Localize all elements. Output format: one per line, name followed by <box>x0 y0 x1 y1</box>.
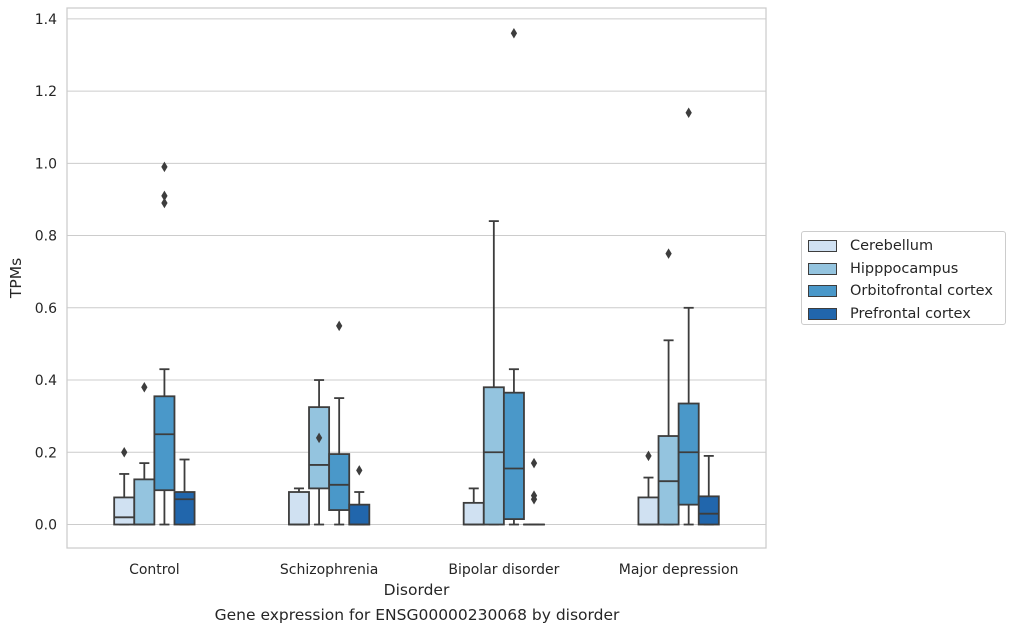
box-plot-chart: 0.0 0.2 0.4 0.6 0.8 1.0 1.2 1.4 Control Schizoph… <box>7 7 767 599</box>
box-prefrontal-cortex <box>697 454 720 526</box>
box-orbitofrontal-cortex <box>153 161 176 526</box>
outlier-point <box>121 447 128 458</box>
box-cerebellum <box>637 450 660 526</box>
y-axis-ticks: 0.0 0.2 0.4 0.6 0.8 1.0 1.2 1.4 <box>35 12 57 534</box>
box-body <box>173 491 196 526</box>
legend-label: Cerebellum <box>850 238 934 254</box>
box-body <box>502 391 525 521</box>
box-prefrontal-cortex <box>173 458 196 526</box>
outlier-point <box>336 320 343 332</box>
outlier-point <box>356 465 363 476</box>
box-body <box>657 435 680 526</box>
box-cerebellum <box>288 487 310 526</box>
box-body <box>288 491 310 526</box>
box-orbitofrontal-cortex <box>502 28 525 526</box>
y-axis-label: TPMs <box>7 258 25 299</box>
box-hipppocampus <box>308 379 331 526</box>
y-tick-label: 0.2 <box>35 445 57 461</box>
legend-swatch <box>808 285 837 297</box>
box-cerebellum <box>113 447 136 526</box>
box-hipppocampus <box>657 248 680 526</box>
outlier-point <box>530 457 538 469</box>
legend-item: Prefrontal cortex <box>808 305 971 323</box>
plot-area-frame <box>66 7 767 549</box>
outlier-point <box>141 382 148 393</box>
legend-label: Prefrontal cortex <box>850 305 971 322</box>
boxes <box>113 28 720 526</box>
y-tick-label: 0.8 <box>35 229 57 245</box>
gridlines <box>67 18 766 526</box>
box-orbitofrontal-cortex <box>328 320 351 526</box>
x-tick-label: Control <box>129 562 180 578</box>
legend-item: Hipppocampus <box>808 260 958 278</box>
outlier-point <box>685 107 692 118</box>
outlier-point <box>161 161 168 173</box>
box-body <box>637 496 660 526</box>
outlier-point <box>315 432 323 444</box>
box-orbitofrontal-cortex <box>677 107 700 526</box>
box-body <box>328 453 351 511</box>
legend-swatch <box>808 262 837 275</box>
legend-swatch <box>808 240 837 252</box>
legend: Cerebellum Hipppocampus Orbitofrontal cort… <box>801 231 1006 325</box>
legend-item: Cerebellum <box>808 237 933 255</box>
legend-item: Orbitofrontal cortex <box>808 282 993 300</box>
legend-label: Orbitofrontal cortex <box>850 283 993 299</box>
y-tick-label: 0.6 <box>35 301 57 317</box>
x-tick-label: Major depression <box>619 562 739 578</box>
outlier-point <box>510 28 518 39</box>
outlier-point <box>161 190 168 202</box>
box-body <box>113 496 136 526</box>
box-body <box>308 406 331 490</box>
box-prefrontal-cortex <box>523 457 545 526</box>
legend-label: Hipppocampus <box>850 260 959 277</box>
x-axis-ticks: Control Schizophrenia Bipolar disorder Majo… <box>129 562 738 578</box>
box-body <box>462 501 485 526</box>
box-body <box>133 478 156 526</box>
box-cerebellum <box>462 487 485 526</box>
box-body <box>677 402 700 506</box>
y-tick-label: 0.0 <box>35 518 57 534</box>
box-hipppocampus <box>133 382 156 526</box>
y-tick-label: 1.4 <box>35 12 57 28</box>
outlier-point <box>530 493 538 505</box>
outlier-point <box>645 450 652 462</box>
box-hipppocampus <box>482 220 505 526</box>
outlier-point <box>161 197 168 209</box>
x-tick-label: Schizophrenia <box>280 562 378 578</box>
x-axis-label: Disorder <box>384 581 450 599</box>
y-tick-label: 0.4 <box>35 373 57 389</box>
outlier-point <box>665 248 672 259</box>
y-tick-label: 1.0 <box>35 156 57 172</box>
box-body <box>482 386 505 526</box>
box-prefrontal-cortex <box>348 465 371 526</box>
legend-swatch <box>808 307 837 320</box>
box-body <box>153 395 176 492</box>
chart-title: Gene expression for ENSG00000230068 by d… <box>214 606 620 624</box>
box-body <box>697 495 720 526</box>
y-tick-label: 1.2 <box>35 84 57 100</box>
x-tick-label: Bipolar disorder <box>448 562 559 578</box>
box-body <box>348 503 371 526</box>
